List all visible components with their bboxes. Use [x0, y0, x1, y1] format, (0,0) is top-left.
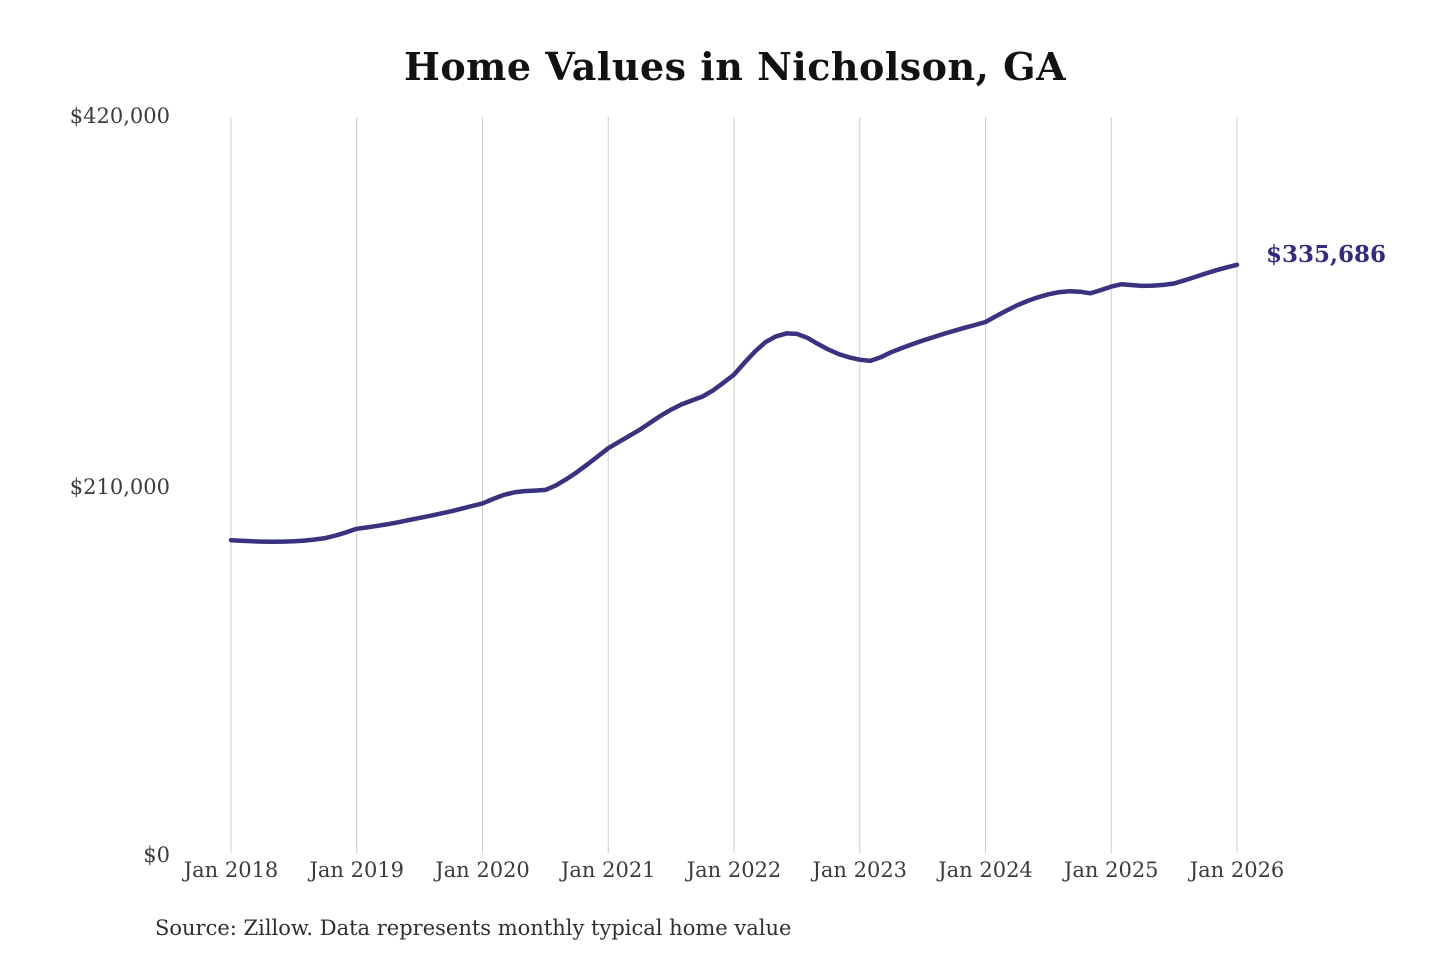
source-note: Source: Zillow. Data represents monthly …: [155, 916, 792, 940]
y-axis-tick-middle: $210,000: [69, 475, 170, 499]
x-tick-label: Jan 2022: [686, 858, 782, 882]
x-tick-label: Jan 2025: [1063, 858, 1159, 882]
x-tick-label: Jan 2026: [1189, 858, 1285, 882]
x-tick-label: Jan 2019: [309, 858, 405, 882]
current-value-label: $335,686: [1266, 241, 1387, 268]
y-axis-tick-top: $420,000: [69, 104, 170, 128]
x-tick-label: Jan 2020: [435, 858, 530, 882]
page-title: Home Values in Nicholson, GA: [403, 44, 1067, 89]
gridlines: [230, 117, 1238, 853]
y-axis-tick-zero: $0: [143, 843, 170, 867]
x-tick-label: Jan 2018: [183, 858, 279, 882]
x-tick-label: Jan 2024: [938, 858, 1033, 882]
home-value-line: [228, 262, 1240, 545]
x-tick-label: Jan 2023: [812, 858, 908, 882]
x-tick-label: Jan 2021: [560, 858, 656, 882]
